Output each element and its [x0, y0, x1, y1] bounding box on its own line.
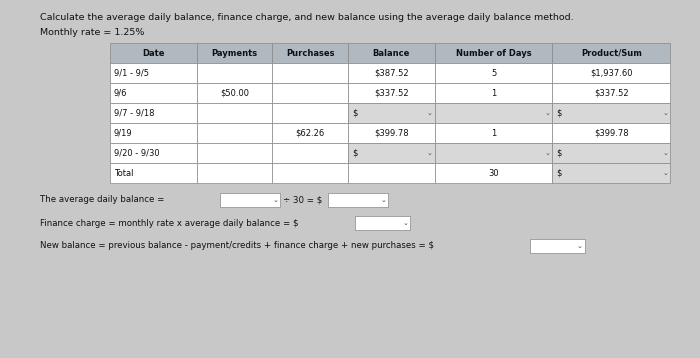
Bar	[197, 163, 272, 183]
Text: 30: 30	[489, 169, 499, 178]
Text: $62.26: $62.26	[295, 129, 325, 137]
Bar	[348, 83, 435, 103]
Bar	[435, 83, 552, 103]
Bar	[272, 143, 348, 163]
Text: 1: 1	[491, 88, 496, 97]
Text: ⌄: ⌄	[545, 110, 550, 116]
Bar	[435, 123, 552, 143]
Bar	[348, 103, 435, 123]
Text: Monthly rate = 1.25%: Monthly rate = 1.25%	[40, 28, 144, 37]
Text: $337.52: $337.52	[594, 88, 629, 97]
Text: $399.78: $399.78	[594, 129, 629, 137]
Bar	[348, 43, 435, 63]
Bar	[552, 103, 670, 123]
Bar	[435, 63, 552, 83]
Text: $337.52: $337.52	[374, 88, 409, 97]
Text: Product/Sum: Product/Sum	[581, 48, 642, 58]
Text: 1: 1	[491, 129, 496, 137]
Bar	[197, 83, 272, 103]
Bar	[197, 103, 272, 123]
Text: 9/20 - 9/30: 9/20 - 9/30	[114, 149, 160, 158]
Text: 9/7 - 9/18: 9/7 - 9/18	[114, 108, 155, 117]
Text: $: $	[556, 149, 562, 158]
Text: ⌄: ⌄	[272, 197, 278, 203]
Text: Total: Total	[114, 169, 134, 178]
Bar	[348, 143, 435, 163]
Text: ÷ 30 = $: ÷ 30 = $	[283, 195, 322, 204]
Text: $: $	[352, 108, 358, 117]
Text: 9/1 - 9/5: 9/1 - 9/5	[114, 68, 149, 77]
Bar	[197, 43, 272, 63]
Bar	[110, 43, 197, 63]
Text: New balance = previous balance - payment/credits + finance charge + new purchase: New balance = previous balance - payment…	[40, 242, 434, 251]
Bar	[348, 63, 435, 83]
Text: ⌄: ⌄	[545, 150, 550, 156]
Text: Date: Date	[142, 48, 164, 58]
Text: $1,937.60: $1,937.60	[590, 68, 633, 77]
Text: ⌄: ⌄	[577, 243, 583, 249]
Bar	[272, 63, 348, 83]
Bar	[220, 193, 280, 207]
Bar	[328, 193, 388, 207]
Bar	[435, 103, 552, 123]
Bar	[348, 163, 435, 183]
Text: 5: 5	[491, 68, 496, 77]
Text: Calculate the average daily balance, finance charge, and new balance using the a: Calculate the average daily balance, fin…	[40, 13, 573, 22]
Text: Balance: Balance	[372, 48, 410, 58]
Bar	[272, 43, 348, 63]
Bar	[552, 63, 670, 83]
Bar	[552, 163, 670, 183]
Bar	[552, 83, 670, 103]
Bar	[272, 163, 348, 183]
Text: Finance charge = monthly rate x average daily balance = $: Finance charge = monthly rate x average …	[40, 218, 298, 227]
Text: $387.52: $387.52	[374, 68, 409, 77]
Text: ⌄: ⌄	[427, 150, 433, 156]
Bar	[435, 163, 552, 183]
Text: The average daily balance =: The average daily balance =	[40, 195, 164, 204]
Text: ⌄: ⌄	[380, 197, 386, 203]
Bar	[530, 239, 585, 253]
Text: ⌄: ⌄	[402, 220, 408, 226]
Bar	[110, 123, 197, 143]
Bar	[197, 63, 272, 83]
Text: ⌄: ⌄	[427, 110, 433, 116]
Text: 9/19: 9/19	[114, 129, 132, 137]
Bar	[110, 83, 197, 103]
Text: $50.00: $50.00	[220, 88, 249, 97]
Bar	[272, 83, 348, 103]
Bar	[552, 143, 670, 163]
Bar	[552, 43, 670, 63]
Text: $: $	[556, 169, 562, 178]
Bar	[435, 143, 552, 163]
Bar	[348, 123, 435, 143]
Text: Purchases: Purchases	[286, 48, 335, 58]
Bar	[355, 216, 410, 230]
Bar	[110, 63, 197, 83]
Text: $399.78: $399.78	[374, 129, 409, 137]
Text: Number of Days: Number of Days	[456, 48, 531, 58]
Text: $: $	[352, 149, 358, 158]
Bar	[435, 43, 552, 63]
Text: ⌄: ⌄	[662, 170, 668, 176]
Bar	[110, 163, 197, 183]
Bar	[552, 123, 670, 143]
Bar	[110, 103, 197, 123]
Text: Payments: Payments	[211, 48, 258, 58]
Bar	[197, 123, 272, 143]
Text: ⌄: ⌄	[662, 110, 668, 116]
Text: ⌄: ⌄	[662, 150, 668, 156]
Bar	[272, 103, 348, 123]
Bar	[110, 143, 197, 163]
Bar	[197, 143, 272, 163]
Text: 9/6: 9/6	[114, 88, 127, 97]
Text: $: $	[556, 108, 562, 117]
Bar	[272, 123, 348, 143]
